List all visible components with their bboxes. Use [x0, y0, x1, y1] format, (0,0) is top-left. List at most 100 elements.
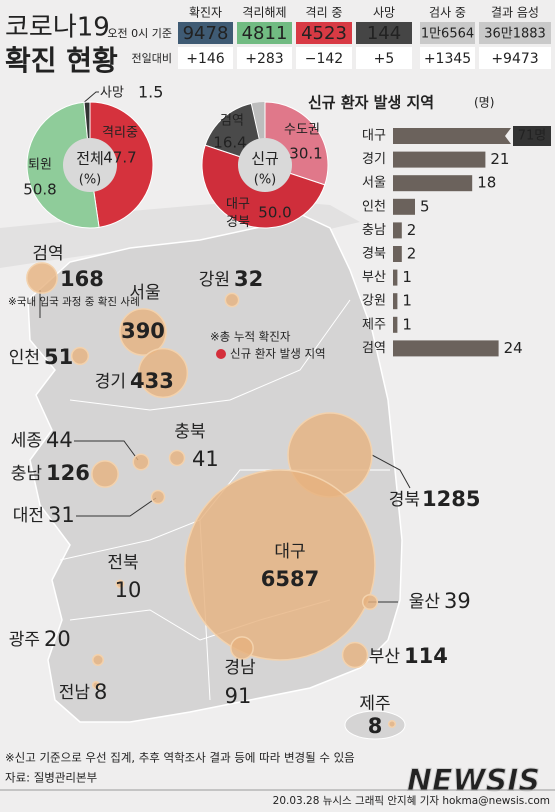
bar-category: 서울	[362, 176, 386, 191]
region-name: 강원	[199, 270, 230, 290]
bar-value: 18	[477, 174, 496, 192]
region-name: 인천	[9, 348, 40, 368]
region-value: 1285	[422, 487, 480, 511]
bar-value: 1	[402, 315, 412, 333]
stat-cell	[296, 22, 352, 44]
bar-value: 2	[407, 221, 417, 239]
region-value: 126	[46, 461, 90, 485]
region-name: 울산	[409, 592, 441, 612]
slice-label: 수도권	[284, 123, 320, 138]
bubble	[150, 489, 166, 505]
column-label: 사망	[373, 6, 395, 20]
bubble	[119, 308, 167, 356]
logo: NEWSIS	[407, 764, 540, 799]
bubble	[224, 292, 240, 308]
slice-label: 대구 경북	[226, 197, 250, 230]
stat-cell	[420, 22, 475, 44]
region-value: 20	[44, 627, 71, 651]
stat-cell	[356, 22, 412, 44]
bar-category: 충남	[362, 223, 386, 238]
region-name: 부산	[369, 647, 401, 667]
jeju-island	[344, 710, 406, 740]
stat-cell	[237, 47, 292, 69]
bubble	[230, 636, 254, 660]
legend-label: 신규 환자 발생 지역	[230, 347, 326, 361]
region-name: 경북	[389, 490, 420, 510]
footnote: ※신고 기준으로 우선 집계, 추후 역학조사 결과 등에 따라 변경될 수 있…	[5, 751, 355, 765]
bar-value: 1	[402, 292, 412, 310]
bar-category: 경기	[362, 152, 386, 167]
bar-category: 제주	[362, 317, 386, 332]
column-label: 확진자	[189, 6, 222, 20]
stat-change: +9473	[491, 51, 538, 67]
slice-label: 격리중	[102, 126, 138, 141]
pie-center	[63, 138, 117, 192]
region-name: 서울	[129, 283, 160, 303]
bubble	[91, 460, 119, 488]
bubble	[168, 449, 186, 467]
row-label: 오전 0시 기준	[107, 27, 172, 40]
stat-value: 36만1883	[484, 27, 546, 42]
bar	[393, 198, 415, 215]
slice-value: 30.1	[289, 145, 322, 163]
column-label: 결과 음성	[491, 6, 539, 20]
bubble	[26, 262, 58, 294]
bar-category: 인천	[362, 199, 386, 214]
pie-center-label: 전체	[76, 150, 104, 168]
bubble	[115, 579, 125, 589]
bar	[393, 222, 402, 239]
region-value: 390	[121, 319, 165, 343]
region-value: 168	[60, 267, 104, 291]
region-value: 44	[46, 428, 73, 452]
credit: 20.03.28 뉴시스 그래픽 안지혜 기자 hokma@newsis.com	[273, 795, 550, 807]
stat-change: −142	[305, 51, 343, 67]
stat-change: +5	[374, 51, 395, 67]
stat-cell	[237, 22, 292, 44]
source: 자료: 질병관리본부	[5, 771, 97, 785]
region-value: 51	[44, 345, 73, 369]
region-name: 광주	[9, 630, 40, 650]
bar	[393, 340, 499, 357]
row-label: 전일대비	[132, 51, 172, 65]
title-line: 확진 현황	[5, 44, 118, 77]
slice-value: 50.0	[258, 204, 291, 222]
stat-value: 9478	[183, 23, 229, 44]
region-name: 제주	[359, 694, 390, 714]
pie-center-label: 신규	[251, 150, 279, 168]
region-value: 41	[192, 447, 219, 471]
bar	[393, 175, 473, 192]
stat-change: +283	[245, 51, 283, 67]
stat-value: 4523	[301, 23, 347, 44]
region-value: 8	[94, 680, 107, 704]
bubble	[92, 654, 104, 666]
region-name: 세종	[11, 431, 42, 451]
region-name: 전북	[107, 553, 138, 573]
stat-change: +146	[186, 51, 225, 67]
region-value: 6587	[261, 567, 319, 591]
region-value: 31	[48, 503, 75, 527]
bar	[393, 316, 398, 333]
bubble	[132, 453, 150, 471]
stat-cell	[420, 47, 475, 69]
bubble	[361, 593, 379, 611]
stat-cell	[178, 47, 233, 69]
bubble	[184, 469, 376, 661]
bubble	[137, 347, 189, 399]
region-name: 대전	[13, 506, 44, 526]
bar-value: 71명	[518, 129, 547, 144]
column-label: 격리 중	[306, 6, 343, 20]
legend-note: ※총 누적 확진자	[210, 330, 291, 344]
bar-value: 24	[504, 339, 523, 357]
leader-line	[39, 91, 411, 603]
bubble	[70, 346, 90, 366]
stat-cell	[356, 47, 412, 69]
bar-category: 검역	[362, 341, 386, 356]
title-line: 코로나19	[5, 13, 110, 43]
stat-value: 4811	[242, 23, 288, 44]
slice-label: 사망	[100, 86, 124, 101]
bar	[393, 246, 402, 262]
bar	[393, 128, 511, 144]
bar-value: 5	[420, 197, 430, 215]
slice-value: 47.7	[103, 149, 136, 167]
